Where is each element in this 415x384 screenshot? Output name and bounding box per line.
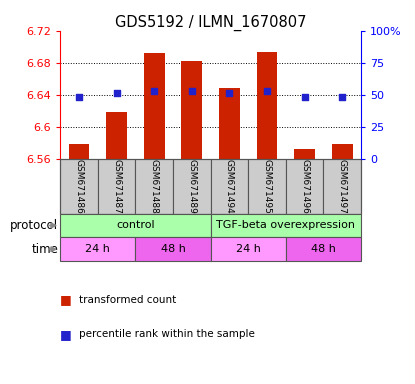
Bar	[98, 159, 135, 214]
Bar	[60, 237, 135, 261]
Point	[151, 88, 158, 94]
Bar	[60, 214, 211, 237]
Point	[339, 94, 346, 100]
Text: GSM671487: GSM671487	[112, 159, 121, 214]
Text: GSM671489: GSM671489	[187, 159, 196, 214]
Bar	[286, 237, 361, 261]
Bar	[211, 214, 361, 237]
Point	[113, 90, 120, 96]
Text: GSM671494: GSM671494	[225, 159, 234, 214]
Text: GSM671486: GSM671486	[74, 159, 83, 214]
Bar	[294, 149, 315, 159]
Text: 48 h: 48 h	[161, 244, 186, 254]
Text: 24 h: 24 h	[236, 244, 261, 254]
Point	[264, 88, 270, 94]
Text: transformed count: transformed count	[79, 295, 176, 305]
Text: GSM671497: GSM671497	[338, 159, 347, 214]
Text: 24 h: 24 h	[85, 244, 110, 254]
Bar	[257, 52, 277, 159]
Bar	[332, 144, 353, 159]
Bar	[144, 53, 164, 159]
Bar	[181, 61, 202, 159]
Bar	[173, 159, 210, 214]
Bar	[286, 159, 323, 214]
Text: ■: ■	[60, 293, 72, 306]
Bar	[323, 159, 361, 214]
Text: 48 h: 48 h	[311, 244, 336, 254]
Text: GSM671495: GSM671495	[263, 159, 271, 214]
Bar	[211, 237, 286, 261]
Text: protocol: protocol	[10, 219, 58, 232]
Text: percentile rank within the sample: percentile rank within the sample	[79, 329, 255, 339]
Text: time: time	[32, 243, 58, 256]
Bar	[135, 237, 210, 261]
Bar	[68, 144, 89, 159]
Text: control: control	[116, 220, 155, 230]
Bar	[211, 159, 248, 214]
Title: GDS5192 / ILMN_1670807: GDS5192 / ILMN_1670807	[115, 15, 306, 31]
Text: GSM671496: GSM671496	[300, 159, 309, 214]
Bar	[248, 159, 286, 214]
Bar	[219, 88, 240, 159]
Point	[188, 88, 195, 94]
Bar	[135, 159, 173, 214]
Bar	[106, 112, 127, 159]
Text: TGF-beta overexpression: TGF-beta overexpression	[216, 220, 355, 230]
Point	[76, 94, 82, 100]
Text: ■: ■	[60, 328, 72, 341]
Point	[226, 90, 233, 96]
Bar	[60, 159, 98, 214]
Point	[301, 94, 308, 100]
Text: GSM671488: GSM671488	[150, 159, 159, 214]
